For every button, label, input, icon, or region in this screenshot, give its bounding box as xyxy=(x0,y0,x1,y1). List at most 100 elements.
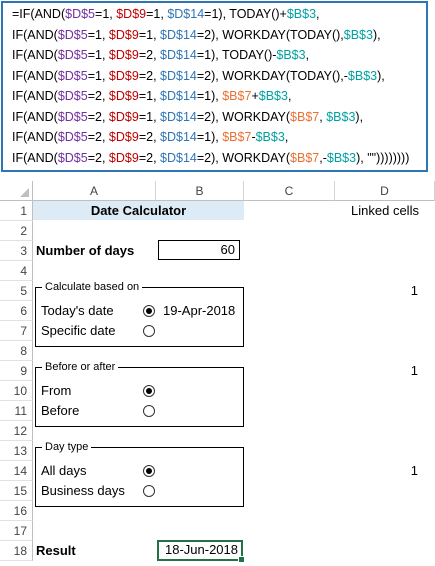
select-all-corner[interactable] xyxy=(0,181,33,201)
row-header[interactable]: 3 xyxy=(0,241,33,261)
number-of-days-label[interactable]: Number of days xyxy=(36,243,135,258)
formula-token: =2), WORKDAY(TODAY(), xyxy=(196,27,344,42)
option-todays-date-label[interactable]: Today's date xyxy=(41,303,114,318)
formula-token: =1, xyxy=(146,7,168,21)
formula-token: $D$9 xyxy=(108,68,139,83)
formula-token: IF(AND( xyxy=(12,27,58,42)
formula-token: =2, xyxy=(87,150,109,165)
formula-token: =1), xyxy=(196,130,223,144)
formula-token: $D$5 xyxy=(57,68,88,83)
number-of-days-box[interactable]: 60 xyxy=(158,240,240,260)
formula-token: ), xyxy=(355,109,364,124)
formula-token: IF(AND( xyxy=(12,68,58,83)
formula-token: $B$3 xyxy=(326,109,356,124)
formula-token: $D$14 xyxy=(160,89,197,103)
formula-token: $D$9 xyxy=(108,48,139,62)
formula-line: IF(AND($D$5=2, $D$9=1, $D$14=2), WORKDAY… xyxy=(12,110,363,124)
formula-token: =1, xyxy=(138,27,161,42)
formula-token: $B$3 xyxy=(326,150,357,165)
option-specific-date-label[interactable]: Specific date xyxy=(41,323,116,338)
linked-d5[interactable]: 1 xyxy=(410,283,418,298)
row-header[interactable]: 15 xyxy=(0,481,33,501)
row-header[interactable]: 8 xyxy=(0,341,33,361)
formula-token: $D$14 xyxy=(160,48,197,62)
formula-token: =1, xyxy=(138,109,161,124)
row-header[interactable]: 12 xyxy=(0,421,33,441)
option-from-label[interactable]: From xyxy=(41,383,72,398)
formula-token: =2), WORKDAY(TODAY(),- xyxy=(196,68,348,83)
radio-from[interactable] xyxy=(143,385,155,397)
formula-token: =1, xyxy=(95,7,117,21)
radio-all-days[interactable] xyxy=(143,465,155,477)
number-of-days-value[interactable]: 60 xyxy=(220,242,235,257)
row-header[interactable]: 9 xyxy=(0,361,33,381)
group-title: Calculate based on xyxy=(42,280,143,294)
formula-token: IF(AND( xyxy=(12,109,58,124)
formula-token: $D$14 xyxy=(160,109,197,124)
row-header[interactable]: 5 xyxy=(0,281,33,301)
row-header[interactable]: 4 xyxy=(0,261,33,281)
formula-token: $D$9 xyxy=(108,130,139,144)
formula-token: =1), xyxy=(196,89,223,103)
row-header[interactable]: 13 xyxy=(0,441,33,461)
option-business-days-label[interactable]: Business days xyxy=(41,483,125,498)
result-label[interactable]: Result xyxy=(36,543,76,558)
formula-token: =2, xyxy=(87,130,109,144)
linked-d9[interactable]: 1 xyxy=(410,363,418,378)
formula-token: $B$3 xyxy=(258,89,288,103)
formula-token: $B$7 xyxy=(290,109,320,124)
formula-token: $B$3 xyxy=(286,7,317,21)
radio-specific-date[interactable] xyxy=(143,325,155,337)
option-all-days-label[interactable]: All days xyxy=(41,463,87,478)
row-header[interactable]: 18 xyxy=(0,541,33,561)
formula-token: ), "")))))))) xyxy=(356,150,410,165)
formula-token: $D$9 xyxy=(108,27,139,42)
col-header-d[interactable]: D xyxy=(335,181,435,201)
result-cell-selected[interactable]: 18-Jun-2018 xyxy=(157,540,245,563)
formula-token: $B$3 xyxy=(276,48,306,62)
col-header-c[interactable]: C xyxy=(244,181,335,201)
formula-token: IF(AND( xyxy=(12,89,58,103)
row-header[interactable]: 1 xyxy=(0,201,33,221)
group-day-type: Day type xyxy=(35,440,244,507)
row-header[interactable]: 7 xyxy=(0,321,33,341)
formula-token: $D$14 xyxy=(167,7,205,21)
radio-before[interactable] xyxy=(143,405,155,417)
formula-bar-box: =IF(AND($D$5=1, $D$9=1, $D$14=1), TODAY(… xyxy=(1,1,428,172)
formula-line: IF(AND($D$5=2, $D$9=2, $D$14=2), WORKDAY… xyxy=(12,151,409,165)
row-header[interactable]: 2 xyxy=(0,221,33,241)
todays-date-value: 19-Apr-2018 xyxy=(163,303,236,318)
formula-token: =2, xyxy=(138,150,161,165)
row-header[interactable]: 11 xyxy=(0,401,33,421)
row-header[interactable]: 6 xyxy=(0,301,33,321)
formula-token: IF(AND( xyxy=(12,48,58,62)
linked-d14[interactable]: 1 xyxy=(410,463,418,478)
formula-token: =2, xyxy=(138,130,161,144)
fill-handle[interactable] xyxy=(238,556,245,563)
title-cell[interactable]: Date Calculator xyxy=(90,203,187,218)
formula-token: , xyxy=(305,48,310,62)
group-title: Before or after xyxy=(42,360,119,374)
formula-token: =2), WORKDAY( xyxy=(196,150,291,165)
formula-token: =IF(AND( xyxy=(12,7,66,21)
radio-todays-date[interactable] xyxy=(143,305,155,317)
row-header[interactable]: 10 xyxy=(0,381,33,401)
formula-token: $D$5 xyxy=(57,48,88,62)
formula-token: =2), WORKDAY( xyxy=(196,109,291,124)
linked-cells-label[interactable]: Linked cells xyxy=(351,203,419,218)
result-value[interactable]: 18-Jun-2018 xyxy=(165,542,238,557)
row-header[interactable]: 16 xyxy=(0,501,33,521)
row-header[interactable]: 17 xyxy=(0,521,33,541)
col-header-b[interactable]: B xyxy=(156,181,244,201)
formula-token: $D$9 xyxy=(108,109,139,124)
formula-line: IF(AND($D$5=2, $D$9=2, $D$14=1), $B$7-$B… xyxy=(12,130,288,144)
radio-business-days[interactable] xyxy=(143,485,155,497)
formula-token: =2, xyxy=(87,109,109,124)
formula-token: $D$14 xyxy=(160,68,197,83)
row-header[interactable]: 14 xyxy=(0,461,33,481)
group-calculate-based-on: Calculate based on xyxy=(35,280,244,347)
formula-token: $D$5 xyxy=(57,109,88,124)
option-before-label[interactable]: Before xyxy=(41,403,80,418)
formula-token: $B$7 xyxy=(290,150,320,165)
col-header-a[interactable]: A xyxy=(33,181,156,201)
